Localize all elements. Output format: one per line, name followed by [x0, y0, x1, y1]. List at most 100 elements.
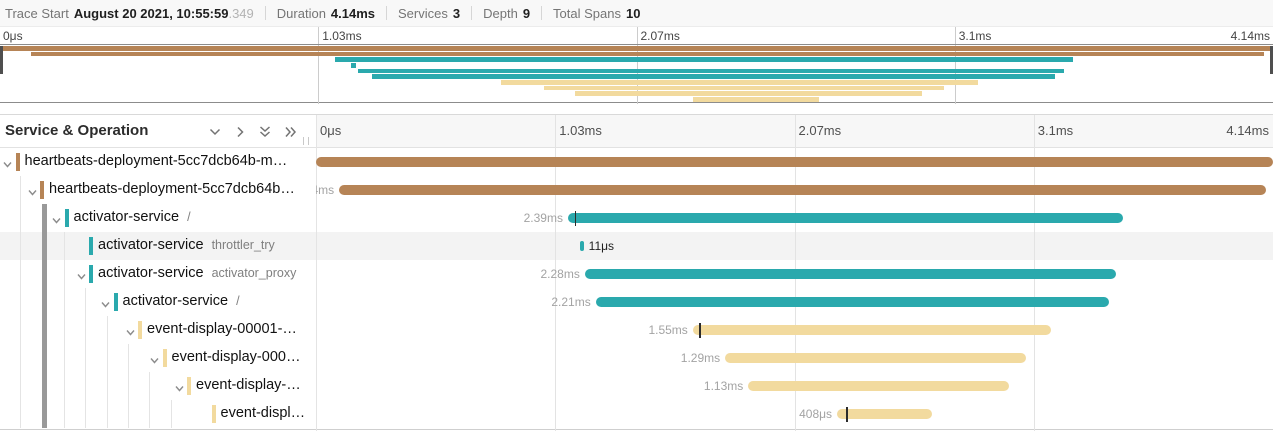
span-timeline-cell — [316, 148, 1273, 176]
summary-item-suffix: .349 — [228, 5, 254, 21]
tree-indent-guide — [20, 176, 21, 204]
chevron-down-icon[interactable] — [100, 297, 111, 315]
tree-indent-guide — [107, 316, 108, 344]
timeline-axis-tick-label: 3.1ms — [1037, 123, 1074, 138]
span-service-name: heartbeats-deployment-5cc7dcb64b… — [49, 181, 295, 197]
span-log-marker[interactable] — [846, 406, 848, 422]
span-row[interactable]: activator-service throttler_try 11μs — [0, 232, 1273, 260]
span-duration-bar[interactable] — [316, 157, 1273, 167]
tree-indent-guide — [107, 344, 108, 372]
span-duration-bar[interactable] — [692, 325, 1052, 335]
span-duration-bar[interactable] — [567, 213, 1123, 223]
minimap-axis-tickline — [636, 27, 638, 44]
minimap-span-bar — [544, 85, 944, 91]
summary-divider — [541, 6, 543, 20]
collapse-all-icon[interactable] — [257, 124, 273, 140]
tree-indent-guide — [149, 372, 150, 400]
span-service-name: event-display-00001-… — [147, 321, 297, 337]
span-row[interactable]: activator-service/2.39ms — [0, 204, 1273, 232]
span-timeline-cell: 2.21ms — [316, 288, 1273, 316]
trace-summary-bar: Trace Start August 20 2021, 10:55:59.349 D… — [0, 0, 1273, 27]
span-service-name: event-display-… — [196, 377, 301, 393]
span-duration-bar[interactable] — [837, 409, 932, 419]
tree-indent-guide — [107, 372, 108, 400]
summary-item: Services 3 — [398, 6, 460, 21]
span-timeline-cell: 408μs — [316, 400, 1273, 428]
span-log-marker[interactable] — [574, 210, 577, 226]
summary-item-value: 10 — [625, 5, 641, 21]
span-color-indicator — [15, 153, 20, 171]
span-color-indicator — [89, 237, 93, 255]
minimap-axis-tickline — [318, 27, 320, 44]
span-row[interactable]: event-display-… 1.13ms — [0, 372, 1273, 400]
span-duration-label: 1.13ms — [703, 379, 744, 393]
chevron-down-icon[interactable] — [27, 185, 38, 203]
minimap-span-bar — [335, 57, 1074, 63]
minimap-canvas[interactable] — [0, 44, 1273, 104]
span-duration-bar[interactable] — [725, 353, 1026, 363]
chevron-down-icon[interactable] — [174, 381, 185, 399]
tree-indent-guide — [42, 288, 47, 316]
span-duration-label: 4ms — [316, 183, 335, 197]
summary-item-value: August 20 2021, 10:55:59 — [73, 5, 229, 21]
span-duration-bar[interactable] — [748, 381, 1010, 391]
span-timeline-cell: 1.55ms — [316, 316, 1273, 344]
tree-indent-guide — [128, 372, 129, 400]
span-row[interactable]: event-display-000… 1.29ms — [0, 344, 1273, 372]
summary-item-value: 4.14ms — [330, 5, 376, 21]
tree-indent-guide — [171, 400, 172, 428]
service-operation-title: Service & Operation — [5, 122, 149, 139]
tree-indent-guide — [85, 372, 86, 400]
summary-item-label: Trace Start — [5, 5, 69, 21]
expand-one-icon[interactable] — [232, 124, 248, 140]
span-duration-bar[interactable] — [339, 185, 1267, 195]
summary-item-label: Total Spans — [553, 5, 621, 21]
summary-item-value: 3 — [452, 5, 461, 21]
span-log-marker[interactable] — [699, 322, 701, 338]
timeline-axis-tick-label: 1.03ms — [559, 123, 602, 138]
minimap-axis: 0μs 1.03ms 2.07ms 3.1ms 4.14ms — [0, 27, 1273, 44]
span-row[interactable]: heartbeats-deployment-5cc7dcb64b… 4ms — [0, 176, 1273, 204]
tree-indent-guide — [20, 232, 21, 260]
span-service-name: activator-service / — [73, 209, 191, 225]
timeline-axis-tick-label: 0μs — [320, 123, 342, 138]
span-name-cell: heartbeats-deployment-5cc7dcb64b… — [0, 176, 316, 204]
span-row[interactable]: heartbeats-deployment-5cc7dcb64b-m… — [0, 148, 1273, 176]
span-operation-name: / — [236, 294, 240, 308]
span-duration-bar[interactable] — [579, 241, 584, 251]
span-duration-label: 1.29ms — [680, 351, 721, 365]
chevron-down-icon[interactable] — [2, 157, 13, 175]
minimap-span-bar — [693, 97, 820, 102]
collapse-one-icon[interactable] — [207, 124, 223, 140]
span-name-cell: activator-service / — [0, 204, 316, 232]
column-resizer-handle[interactable] — [303, 137, 309, 145]
span-duration-bar[interactable] — [584, 269, 1116, 279]
chevron-down-icon[interactable] — [149, 353, 160, 371]
span-timeline-cell: 1.29ms — [316, 344, 1273, 372]
summary-item: Depth 9 — [483, 6, 530, 21]
minimap-right-scrubber-handle[interactable] — [1270, 46, 1273, 74]
expand-all-icon[interactable] — [282, 124, 298, 140]
summary-item: Duration 4.14ms — [277, 6, 375, 21]
span-service-name: activator-service / — [122, 293, 240, 309]
minimap-axis-tick-label: 1.03ms — [322, 29, 362, 43]
tree-indent-guide — [42, 204, 47, 232]
minimap-left-scrubber-handle[interactable] — [0, 46, 3, 74]
span-row[interactable]: event-displ… 408μs — [0, 400, 1273, 428]
span-row[interactable]: activator-service activator_proxy 2.28ms — [0, 260, 1273, 288]
span-duration-bar[interactable] — [595, 297, 1109, 307]
span-color-indicator — [162, 349, 167, 367]
tree-indent-guide — [64, 288, 65, 316]
chevron-down-icon[interactable] — [51, 213, 62, 231]
minimap-gridline — [318, 45, 320, 104]
tree-indent-guide — [20, 204, 21, 232]
span-row[interactable]: event-display-00001-… 1.55ms — [0, 316, 1273, 344]
span-duration-label: 408μs — [799, 407, 833, 421]
chevron-down-icon[interactable] — [76, 269, 87, 287]
chevron-down-icon[interactable] — [125, 325, 136, 343]
span-row[interactable]: activator-service/2.21ms — [0, 288, 1273, 316]
summary-divider — [386, 6, 388, 20]
gantt-header: Service & Operation 0μs 1.03ms 2.07ms 3.1ms… — [0, 115, 1273, 148]
summary-item-label: Depth — [483, 5, 518, 21]
span-name-cell: event-displ… — [0, 400, 316, 428]
